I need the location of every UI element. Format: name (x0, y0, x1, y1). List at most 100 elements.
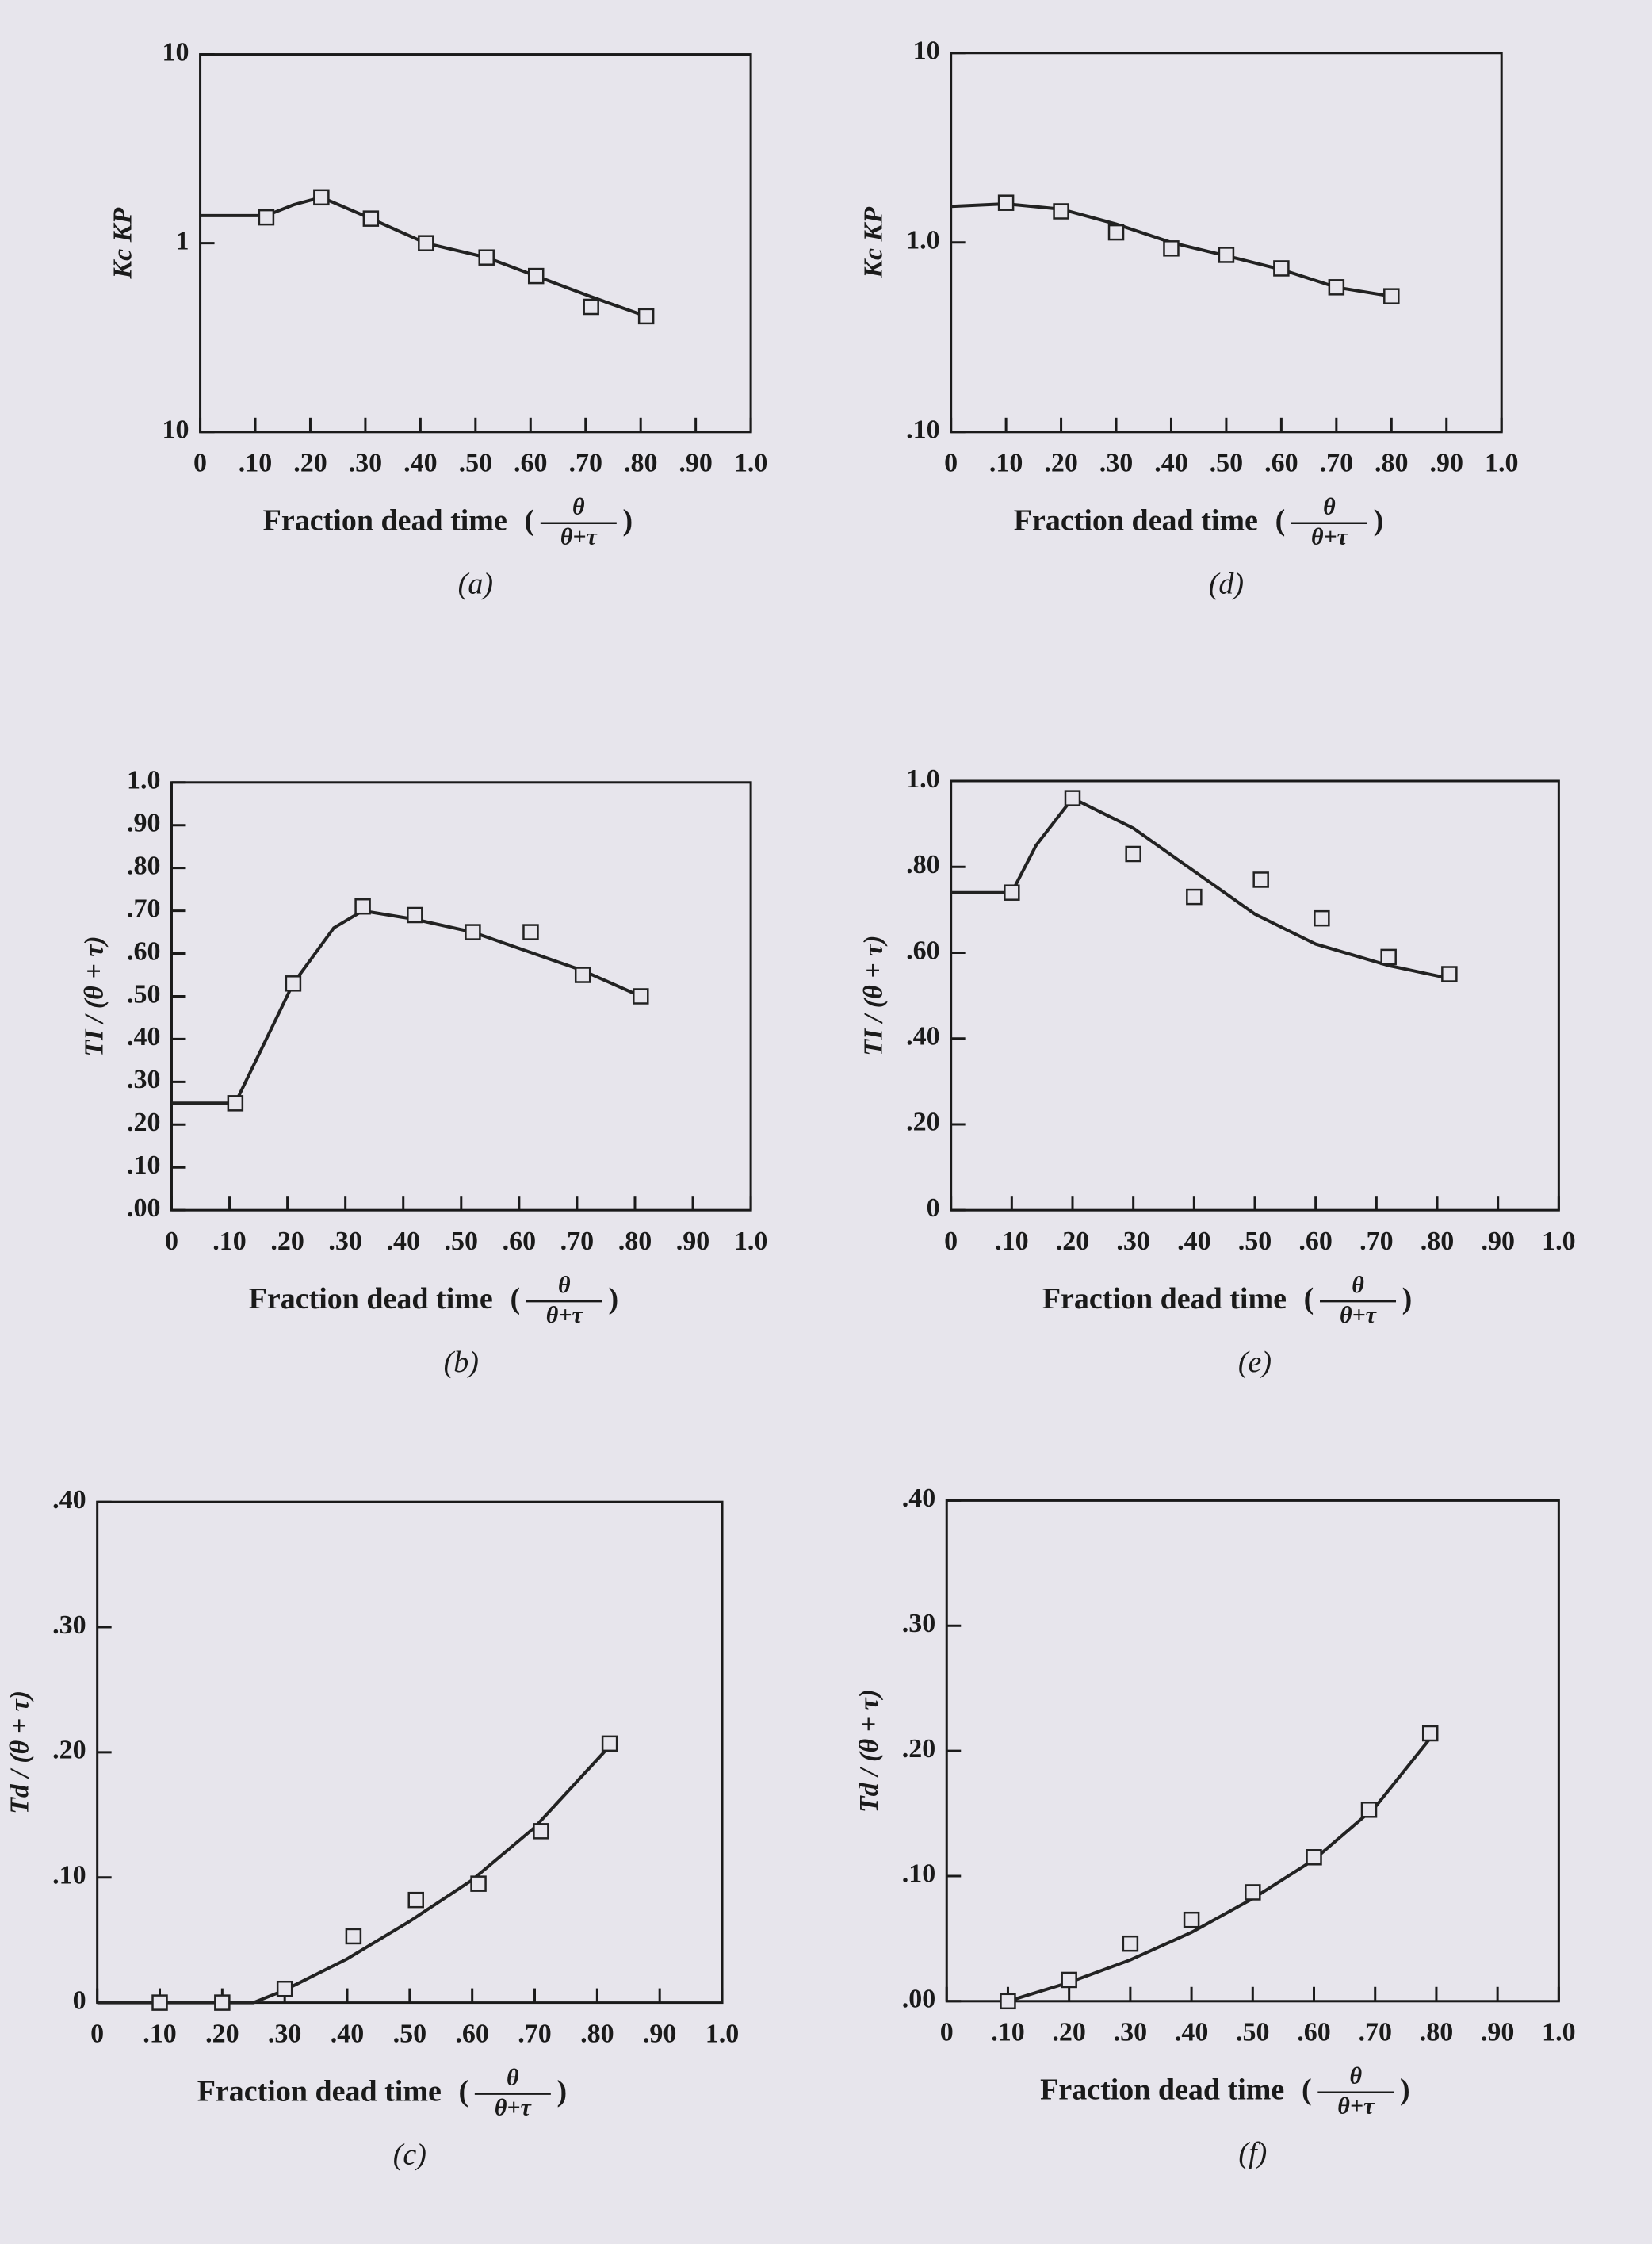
x-tick-label: 1.0 (706, 2019, 740, 2048)
data-marker (1328, 279, 1345, 296)
data-marker (1360, 1802, 1378, 1818)
data-marker (354, 898, 371, 915)
fit-curve (200, 195, 647, 318)
x-tick-label: .20 (270, 1227, 304, 1256)
data-marker (1314, 909, 1330, 927)
y-tick-label: .20 (902, 1734, 936, 1763)
fraction-paren: ( (1302, 2074, 1312, 2107)
y-tick-label: 1.0 (906, 764, 940, 794)
x-tick-label: .40 (1177, 1227, 1211, 1256)
x-tick-label: .80 (624, 449, 658, 478)
data-marker (533, 1823, 549, 1840)
data-marker (633, 988, 649, 1005)
x-tick-label: .20 (205, 2019, 239, 2048)
x-tick-label: .60 (503, 1227, 537, 1256)
x-tick-label: 0 (944, 449, 958, 478)
fit-curve (950, 796, 1450, 980)
y-tick-label: .50 (127, 979, 161, 1009)
fit-curve (97, 1744, 611, 2005)
x-tick-label: .50 (445, 1227, 479, 1256)
y-tick-label: .10 (127, 1151, 161, 1180)
data-marker (1107, 224, 1125, 241)
x-axis-label: Fraction dead time (263, 504, 507, 538)
data-marker (1380, 948, 1397, 966)
data-marker (522, 924, 539, 940)
y-axis-label: TI / (θ + τ) (79, 936, 109, 1056)
x-tick-label: .90 (643, 2019, 677, 2048)
x-axis-label: Fraction dead time (249, 1282, 493, 1315)
x-tick-label: .90 (1429, 449, 1463, 478)
x-tick-label: .30 (1116, 1227, 1150, 1256)
chart-panel: 0 .10 .20 .30 .40 0 .10 .20 .30 .40 .50 .60 .70 .80 .9… (5, 1485, 739, 2171)
x-tick-label: .60 (455, 2019, 489, 2048)
data-marker (470, 1875, 487, 1892)
y-tick-label: .20 (127, 1108, 161, 1137)
x-tick-label: 1.0 (1485, 449, 1519, 478)
y-tick-label: .60 (906, 936, 940, 965)
x-tick-label: .50 (1210, 449, 1244, 478)
data-marker (1061, 1971, 1077, 1989)
x-tick-label: .30 (1099, 449, 1134, 478)
y-tick-label: 10 (163, 37, 189, 67)
fraction-denominator: θ+τ (546, 1302, 584, 1328)
x-tick-label: .20 (1044, 449, 1078, 478)
x-tick-label: .90 (679, 449, 713, 478)
y-axis-label: TI / (θ + τ) (859, 935, 888, 1055)
data-marker (276, 1980, 293, 1997)
fraction-denominator: θ+τ (1337, 2093, 1375, 2120)
x-tick-label: .80 (580, 2019, 614, 2048)
fraction-paren: ( (459, 2074, 469, 2108)
y-axis-label: Kc KP (108, 208, 137, 280)
data-marker (1218, 247, 1235, 263)
data-marker (407, 906, 423, 924)
x-tick-label: 0 (90, 2019, 104, 2048)
data-marker (465, 924, 481, 940)
fraction-numerator: θ (558, 1272, 571, 1298)
x-axis-label: Fraction dead time (197, 2074, 442, 2108)
fraction-denominator: θ+τ (1311, 524, 1349, 550)
x-tick-label: .70 (568, 449, 602, 478)
y-tick-label: .30 (52, 1610, 86, 1640)
chart-panel: .00 .10 .20 .30 .40 0 .10 .20 .30 .40 .50 .60 .70 .80… (855, 1484, 1576, 2169)
fraction-denominator: θ+τ (1340, 1302, 1378, 1328)
data-marker (1383, 288, 1400, 304)
chart-panel: .00 .10 .20 .30 .40 .50 .60 .70 .80 .90 1.0 0 .10 .20… (79, 766, 767, 1379)
x-tick-label: .80 (1421, 1227, 1455, 1256)
data-marker (362, 210, 380, 227)
chart-panel: 0 .20 .40 .60 .80 1.0 0 .10 .20 .30 .40 .50 .60 .70 .8… (859, 764, 1575, 1379)
y-tick-label: .90 (127, 809, 161, 838)
x-tick-label: 1.0 (734, 1227, 768, 1256)
x-tick-label: .90 (1481, 1227, 1515, 1256)
data-marker (345, 1928, 362, 1945)
x-tick-label: .70 (518, 2019, 552, 2048)
x-tick-label: .40 (1175, 2018, 1209, 2047)
y-tick-label: .20 (52, 1736, 86, 1765)
x-tick-label: .90 (1481, 2018, 1515, 2047)
x-tick-label: .40 (1154, 449, 1188, 478)
data-marker (1273, 260, 1290, 277)
x-tick-label: .50 (459, 449, 493, 478)
x-tick-label: .20 (1056, 1227, 1090, 1256)
y-tick-label: .20 (906, 1108, 940, 1137)
x-tick-label: .40 (403, 449, 438, 478)
x-tick-label: .30 (349, 449, 383, 478)
y-tick-label: 1.0 (906, 226, 940, 255)
x-tick-label: .70 (560, 1227, 595, 1256)
data-marker (637, 308, 655, 325)
x-tick-label: .10 (991, 2018, 1025, 2047)
x-tick-label: .80 (1375, 449, 1409, 478)
data-marker (1183, 1911, 1200, 1928)
y-tick-label: 0 (73, 1986, 86, 2015)
y-tick-label: .00 (127, 1193, 161, 1223)
x-tick-label: .20 (293, 449, 327, 478)
data-marker (997, 194, 1015, 211)
data-marker (1163, 240, 1180, 257)
data-marker (1306, 1849, 1322, 1866)
fraction-paren: ) (608, 1282, 618, 1315)
y-tick-label: .60 (127, 936, 161, 966)
y-tick-label: 10 (163, 415, 189, 445)
y-axis-label: Kc KP (859, 207, 888, 279)
y-tick-label: .10 (52, 1861, 86, 1890)
x-tick-label: .40 (386, 1227, 420, 1256)
data-marker (574, 967, 591, 983)
